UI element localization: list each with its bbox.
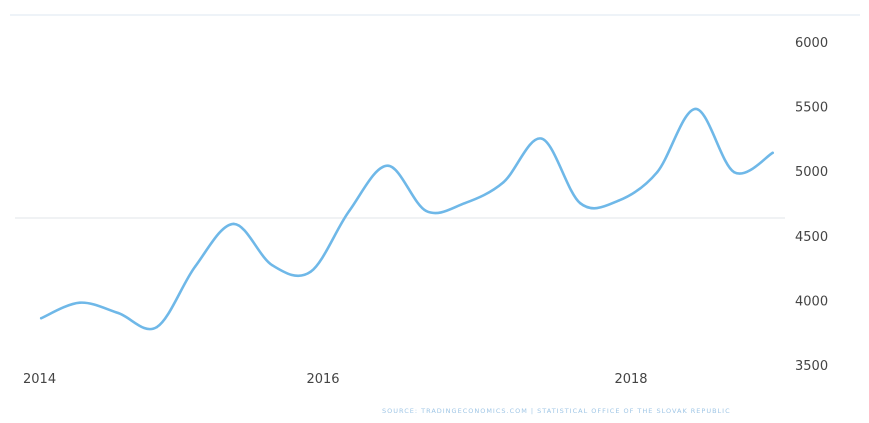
x-tick-label: 2014 <box>23 372 56 387</box>
data-point <box>540 137 543 140</box>
y-tick-label: 3500 <box>795 359 828 374</box>
y-axis-ticks: 6000 5500 5000 4500 4000 3500 <box>795 36 828 374</box>
y-tick-label: 6000 <box>795 36 828 51</box>
data-point <box>116 311 120 315</box>
data-point <box>424 209 428 213</box>
data-points <box>39 107 774 329</box>
data-point <box>655 171 659 174</box>
x-axis-ticks: 2014 2016 2018 <box>23 372 648 387</box>
data-point <box>694 107 697 111</box>
source-note[interactable]: SOURCE: TRADINGECONOMICS.COM | STATISTIC… <box>382 407 731 415</box>
data-point <box>386 164 389 167</box>
data-point <box>193 265 197 268</box>
data-point <box>578 202 582 205</box>
data-point <box>501 181 505 184</box>
data-point <box>232 222 235 226</box>
x-tick-label: 2018 <box>614 372 647 387</box>
data-point <box>309 270 312 273</box>
data-point <box>39 316 43 320</box>
data-point <box>270 264 274 267</box>
y-tick-label: 4500 <box>795 230 828 245</box>
y-tick-label: 5500 <box>795 101 828 116</box>
data-point <box>463 202 466 205</box>
data-point <box>732 171 736 174</box>
data-point <box>771 151 774 155</box>
data-point <box>155 326 158 329</box>
data-point <box>617 199 620 202</box>
series-line <box>39 107 774 331</box>
y-tick-label: 5000 <box>795 165 828 180</box>
x-tick-label: 2016 <box>306 372 339 387</box>
y-tick-label: 4000 <box>795 294 828 309</box>
data-point <box>347 209 351 213</box>
data-point <box>78 301 81 304</box>
